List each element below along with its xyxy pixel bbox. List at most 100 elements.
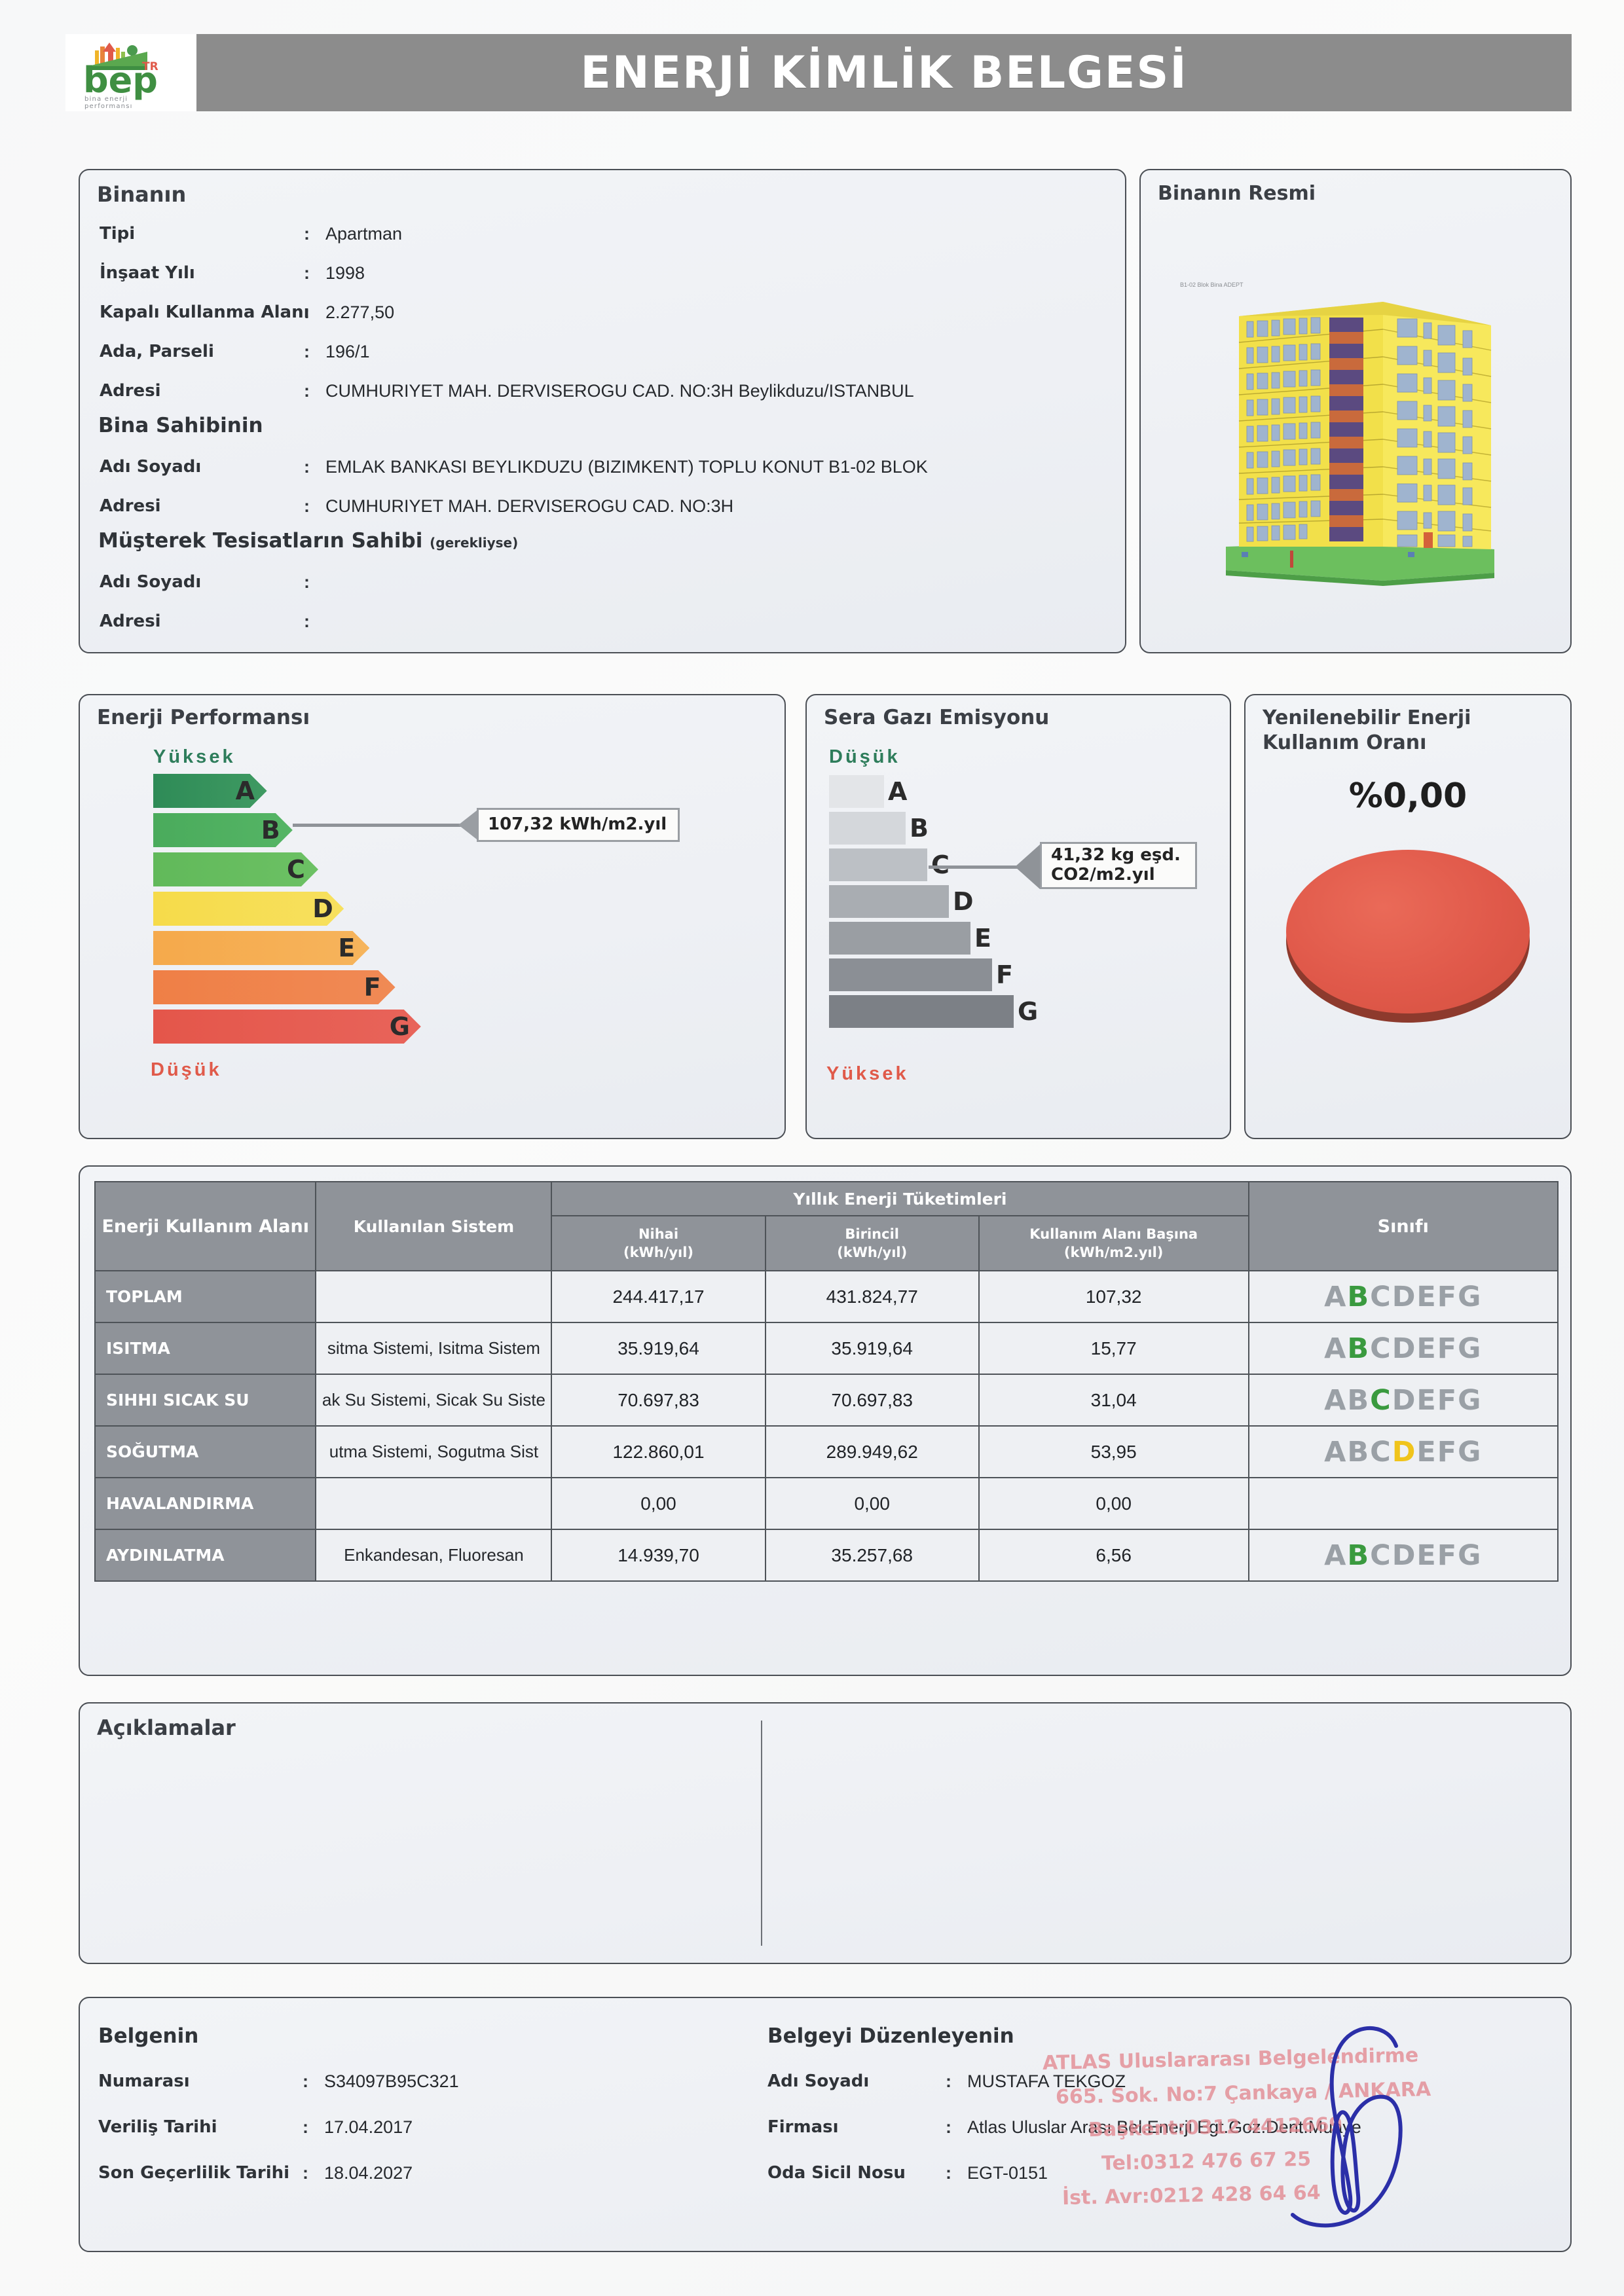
- field-label: Oda Sicil Nosu: [767, 2163, 906, 2183]
- energy-bar-D: D: [153, 892, 520, 926]
- field-colon: :: [946, 2071, 951, 2091]
- field-label: Adı Soyadı: [100, 457, 202, 477]
- bar-label: G: [1018, 997, 1039, 1026]
- renewable-percent-label: %0,00: [1348, 776, 1467, 816]
- bar-fill: [829, 958, 992, 991]
- footer-panel: Belgenin Numarası : S34097B95C321 Verili…: [79, 1997, 1572, 2252]
- field-label: Adı Soyadı: [100, 572, 202, 592]
- row-primary: 431.824,77: [764, 1270, 980, 1323]
- energy-bar-B: B: [153, 813, 520, 847]
- row-system: [315, 1270, 553, 1323]
- row-final: 0,00: [551, 1477, 766, 1530]
- field-label: İnşaat Yılı: [100, 263, 195, 283]
- building-3d-svg: [1226, 302, 1494, 586]
- row-class: ABCDEFG: [1247, 1374, 1559, 1427]
- renewable-energy-panel: Yenilenebilir Enerji Kullanım Oranı %0,0…: [1244, 694, 1572, 1139]
- shared-title-text: Müşterek Tesisatların Sahibi: [98, 529, 423, 553]
- row-system: utma Sistemi, Sogutma Sist: [315, 1425, 553, 1478]
- col-header-per-area: Kullanım Alanı Başına (kWh/m2.yıl): [978, 1215, 1249, 1271]
- field-value: EGT-0151: [967, 2163, 1048, 2183]
- document-title-bar: ENERJİ KİMLİK BELGESİ: [196, 34, 1572, 111]
- table-header-row-2: Nihai (kWh/yıl) Birincil (kWh/yıl) Kulla…: [95, 1215, 1558, 1271]
- field-value: 17.04.2017: [324, 2117, 413, 2137]
- table-row: ISITMA sitma Sistemi, Isitma Sistem 35.9…: [94, 1322, 1559, 1375]
- bar-fill: [153, 892, 344, 926]
- emission-bar-D: D: [829, 885, 1025, 918]
- col-header-area: Enerji Kullanım Alanı: [94, 1181, 317, 1271]
- energy-consumption-table-panel: Enerji Kullanım Alanı Kullanılan Sistem …: [79, 1165, 1572, 1676]
- shared-section-title: Müşterek Tesisatların Sahibi (gerekliyse…: [98, 529, 518, 553]
- bar-fill: [829, 995, 1014, 1028]
- col-header-primary-label: Birincil: [845, 1226, 899, 1242]
- energy-bar-F: F: [153, 970, 520, 1004]
- bar-fill: [829, 885, 949, 918]
- bar-label: F: [996, 960, 1013, 989]
- table-row: SIHHI SICAK SU ak Su Sistemi, Sicak Su S…: [94, 1374, 1559, 1427]
- col-header-final-label: Nihai: [638, 1226, 679, 1242]
- emission-bar-B: B: [829, 812, 1025, 845]
- notes-title: Açıklamalar: [97, 1715, 236, 1740]
- field-label: Adresi: [100, 611, 161, 631]
- class-letters: ABCDEFG: [1324, 1383, 1483, 1417]
- field-label: Ada, Parseli: [100, 342, 214, 361]
- building-illustration: [1219, 285, 1501, 612]
- greenhouse-gas-title: Sera Gazı Emisyonu: [824, 706, 1050, 729]
- field-label: Veriliş Tarihi: [98, 2117, 217, 2137]
- bep-tr-logo: bep TR bina enerji performansı: [65, 34, 196, 111]
- owner-section-title: Bina Sahibinin: [98, 414, 263, 437]
- field-value: MUSTAFA TEKGOZ: [967, 2071, 1126, 2091]
- field-value: 2.277,50: [325, 302, 395, 322]
- svg-text:performansı: performansı: [84, 103, 133, 109]
- signature: [1291, 2026, 1403, 2228]
- row-system: Enkandesan, Fluoresan: [315, 1529, 553, 1582]
- svg-text:bep: bep: [83, 60, 158, 101]
- class-letters: ABCDEFG: [1324, 1332, 1483, 1365]
- energy-bar-C: C: [153, 852, 520, 886]
- emission-bar-E: E: [829, 922, 1025, 955]
- field-label: Adresi: [100, 381, 161, 401]
- row-final: 122.860,01: [551, 1425, 766, 1478]
- field-colon: :: [304, 224, 310, 244]
- row-area: ISITMA: [94, 1322, 317, 1375]
- bar-fill: [153, 931, 369, 965]
- field-label: Kapalı Kullanma Alanı: [100, 302, 310, 322]
- class-letters: ABCDEFG: [1324, 1539, 1483, 1572]
- energy-bar-E: E: [153, 931, 520, 965]
- bar-label: E: [338, 934, 356, 962]
- field-value: 196/1: [325, 342, 370, 361]
- field-colon: :: [304, 263, 310, 283]
- field-label: Adı Soyadı: [767, 2071, 870, 2091]
- greenhouse-gas-panel: Sera Gazı Emisyonu Düşük A B C D E: [805, 694, 1231, 1139]
- class-letters: ABCDEFG: [1324, 1280, 1483, 1313]
- field-label: Tipi: [100, 224, 136, 244]
- col-header-class: Sınıfı: [1247, 1181, 1559, 1271]
- bar-fill: [829, 775, 884, 808]
- renewable-pie-chart: [1286, 850, 1530, 1013]
- field-colon: :: [304, 457, 310, 477]
- energy-performance-callout: 107,32 kWh/m2.yıl: [477, 808, 680, 842]
- issuer-info-column: Belgeyi Düzenleyenin Adı Soyadı : MUSTAF…: [767, 2024, 1361, 2183]
- callout-line-2: CO2/m2.yıl: [1051, 865, 1155, 884]
- svg-text:TR: TR: [142, 60, 158, 73]
- field-label: Adresi: [100, 496, 161, 516]
- emission-bar-F: F: [829, 958, 1025, 991]
- building-photo-title: Binanın Resmi: [1158, 182, 1316, 205]
- row-per-area: 15,77: [978, 1322, 1249, 1375]
- row-primary: 35.257,68: [764, 1529, 980, 1582]
- notes-divider: [761, 1721, 762, 1946]
- bar-label: B: [909, 814, 929, 843]
- field-value: Apartman: [325, 224, 403, 244]
- document-section-title: Belgenin: [98, 2024, 199, 2048]
- emission-callout-line: [929, 866, 1020, 869]
- field-colon: :: [946, 2117, 951, 2137]
- row-system: ak Su Sistemi, Sicak Su Siste: [315, 1374, 553, 1427]
- row-area: SIHHI SICAK SU: [94, 1374, 317, 1427]
- field-colon: :: [304, 342, 310, 361]
- bar-label: F: [363, 973, 381, 1002]
- field-label: Son Geçerlilik Tarihi: [98, 2163, 290, 2183]
- field-colon: :: [303, 2071, 308, 2091]
- col-header-per-area-unit: (kWh/m2.yıl): [1063, 1245, 1164, 1260]
- bar-fill: [153, 813, 293, 847]
- row-per-area: 53,95: [978, 1425, 1249, 1478]
- field-value: 1998: [325, 263, 365, 283]
